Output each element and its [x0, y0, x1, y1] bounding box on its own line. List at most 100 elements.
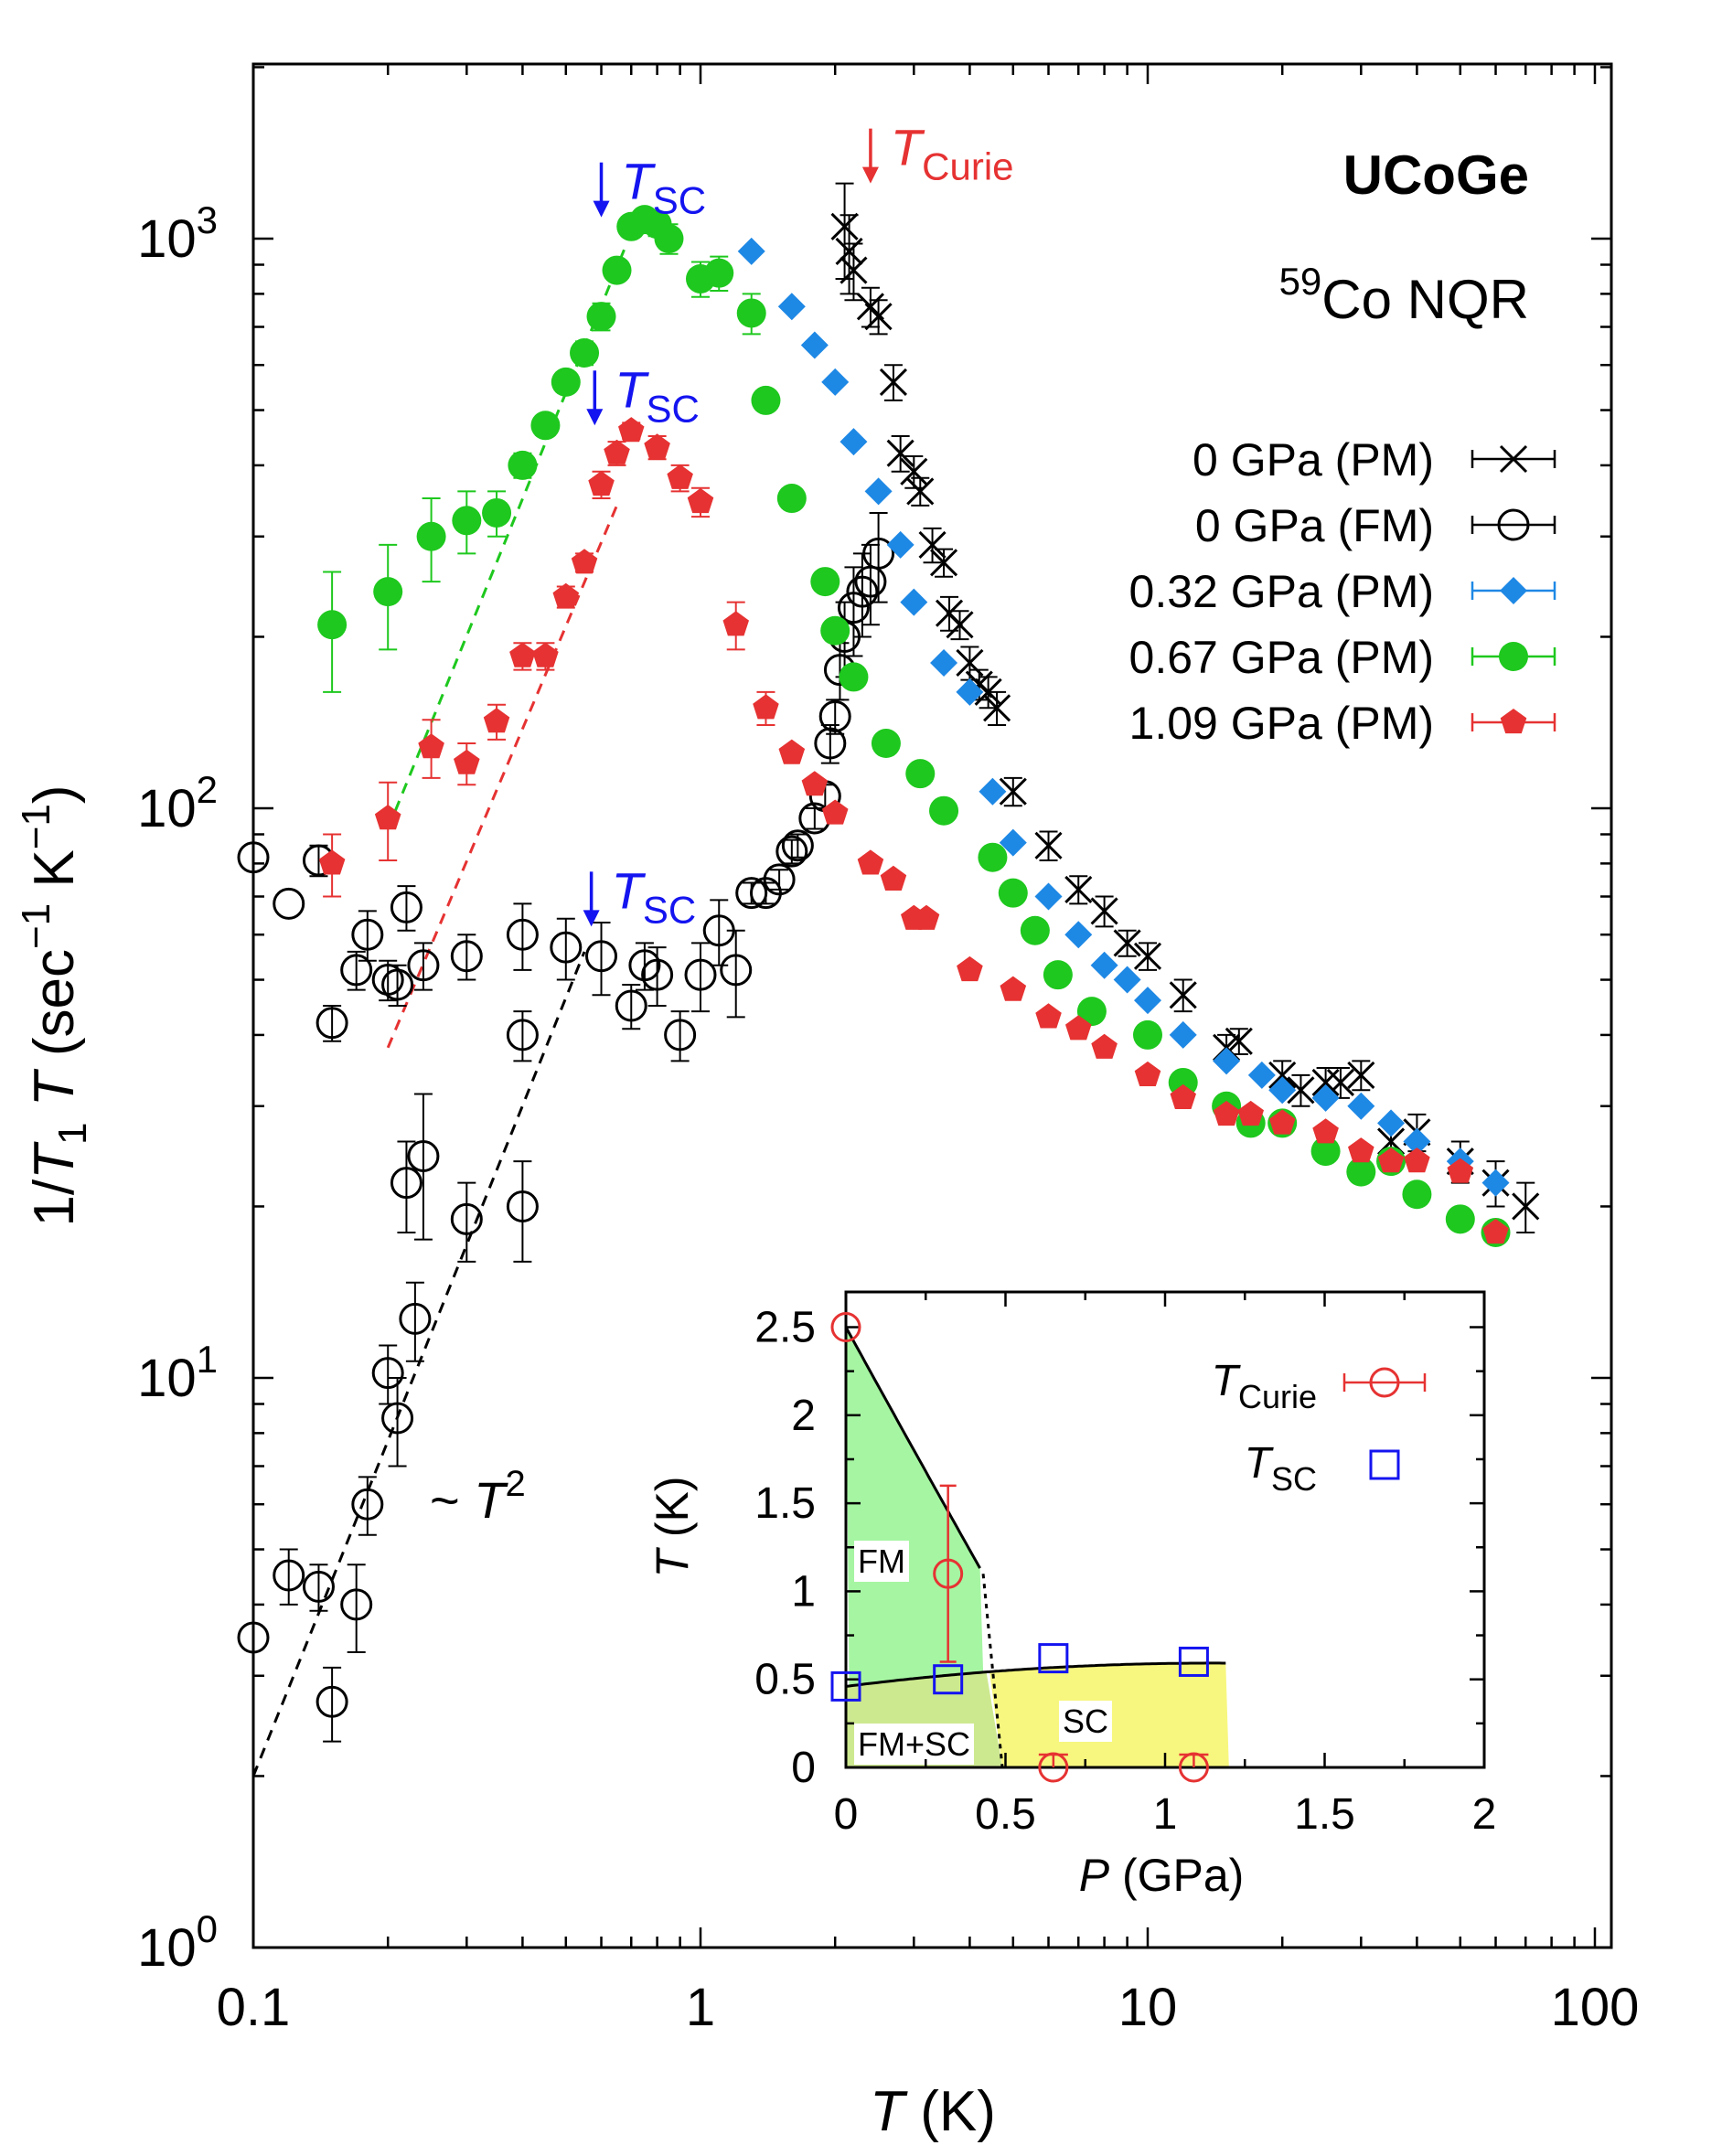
data-point-pentagon [1447, 1158, 1474, 1183]
data-point-diamond [821, 368, 850, 396]
arrow-head [583, 910, 600, 927]
annotation-symbol: T [474, 1471, 508, 1529]
data-point-diamond [840, 428, 868, 456]
axis-ticks [251, 64, 1611, 1949]
data-point-filled-circle [586, 302, 616, 332]
arrow-label-subscript: SC [647, 387, 700, 430]
y-axis-prefix: 1/ [23, 1179, 86, 1226]
data-point-filled-circle [482, 497, 512, 528]
data-point-pentagon [778, 739, 806, 764]
inset-y-tick-label: 1 [791, 1567, 816, 1616]
data-point-diamond [1134, 987, 1161, 1015]
data-point-pentagon [571, 549, 598, 574]
inset-legend-label: TSC [1245, 1439, 1317, 1498]
data-point-pentagon [1268, 1109, 1296, 1135]
data-point-pentagon [454, 749, 480, 774]
series-1-09-gpa-pm- [318, 417, 1509, 1244]
x-axis-symbol: T [870, 2080, 908, 2143]
data-point-open-circle [237, 841, 270, 874]
data-point-cross [918, 530, 947, 559]
legend-label: 1.09 GPa (PM) [1129, 698, 1434, 749]
y-tick-label: 102 [137, 768, 218, 838]
legend: 0 GPa (PM) 0 GPa (FM) 0.32 GPa (PM) 0.67 GP… [1129, 434, 1556, 749]
data-point-open-circle [450, 940, 483, 973]
inset-y-tick-label: 0 [791, 1744, 816, 1792]
data-point-filled-circle [776, 484, 807, 514]
y-axis-unit: (sec [23, 949, 86, 1072]
data-point-filled-circle [905, 759, 936, 789]
annotation-prefix: ~ [430, 1471, 474, 1529]
data-point-diamond [1213, 1047, 1241, 1075]
data-point-pentagon [1377, 1147, 1405, 1173]
data-point-pentagon [532, 642, 559, 667]
data-point-filled-circle [317, 610, 348, 640]
y-axis-symbol: T [23, 1141, 86, 1179]
legend-label: 0 GPa (PM) [1193, 434, 1434, 486]
y-axis-close: ) [23, 784, 86, 804]
data-point-open-circle [273, 1559, 305, 1592]
data-point-diamond [979, 777, 1007, 806]
data-point-cross [830, 212, 859, 240]
data-point-pentagon [667, 464, 693, 489]
arrow-label: TCurie [891, 119, 1014, 188]
curie-line-extrapolated [981, 1574, 1004, 1768]
fit-line [386, 505, 618, 1049]
data-point-open-circle [316, 1007, 348, 1040]
data-point-open-square [1038, 1643, 1069, 1674]
data-point-diamond [900, 588, 928, 616]
y-axis-label: 1/T1 T (sec−1 K−1) [14, 784, 95, 1226]
data-point-filled-circle [1043, 960, 1073, 990]
data-point-pentagon [1065, 1015, 1092, 1041]
data-point-open-circle [390, 891, 422, 923]
data-point-open-circle [1038, 1752, 1069, 1783]
data-point-diamond [1247, 1061, 1276, 1089]
data-point-diamond [1377, 1109, 1406, 1137]
data-point-open-circle [407, 949, 440, 982]
data-point-pentagon [687, 487, 714, 514]
y-axis-symbol-2: T [23, 1068, 86, 1106]
chart-subtitle: 59Co NQR [1279, 260, 1529, 330]
data-point-filled-circle [373, 577, 403, 607]
data-point-filled-circle [1020, 915, 1050, 945]
data-point-diamond [956, 678, 984, 706]
y-axis-exponent-2: −1 [14, 804, 59, 849]
data-point-open-circle [550, 931, 583, 964]
data-point-filled-circle [1402, 1179, 1432, 1210]
data-point-pentagon [1500, 709, 1527, 734]
x-tick-label: 10 [1118, 1978, 1178, 2037]
data-point-pentagon [1134, 1061, 1161, 1086]
inset-x-tick-label: 0 [834, 1790, 859, 1839]
data-point-pentagon [552, 582, 580, 608]
data-point-pentagon [1482, 1219, 1509, 1244]
region-label: SC [1063, 1702, 1108, 1740]
chart-title: UCoGe [1343, 144, 1529, 206]
data-point-filled-circle [736, 298, 766, 328]
data-point-filled-circle [602, 255, 632, 285]
y-axis-subscript: 1 [50, 1122, 95, 1144]
data-point-diamond [1034, 882, 1063, 911]
data-point-open-circle [340, 954, 373, 987]
data-point-pentagon [1312, 1118, 1339, 1144]
data-point-open-circle [399, 1302, 432, 1335]
curie-line [844, 1326, 981, 1569]
data-point-diamond [800, 331, 829, 359]
data-point-pentagon [880, 865, 907, 891]
arrow-label-symbol: T [612, 861, 647, 919]
data-point-diamond [930, 648, 958, 677]
data-point-filled-circle [1346, 1157, 1376, 1187]
data-point-diamond [864, 477, 893, 506]
sc-line [844, 1661, 1226, 1688]
data-point-open-circle [585, 940, 618, 973]
inset-plot: FM FM+SC SC 0 0.5 1 1.5 2 0 0.5 1 1.5 2 2.5 P (GPa) T (… [647, 1290, 1496, 1901]
transition-arrow: TCurie [861, 119, 1014, 188]
y-tick-exponent: 2 [197, 768, 218, 811]
arrow-label-symbol: T [891, 119, 925, 176]
y-tick-base: 10 [137, 779, 197, 838]
data-point-open-circle [302, 1570, 335, 1603]
data-point-open-circle [1369, 1367, 1400, 1398]
data-point-open-circle [775, 835, 808, 868]
data-point-pentagon [1348, 1137, 1374, 1163]
data-point-cross [1113, 929, 1141, 957]
